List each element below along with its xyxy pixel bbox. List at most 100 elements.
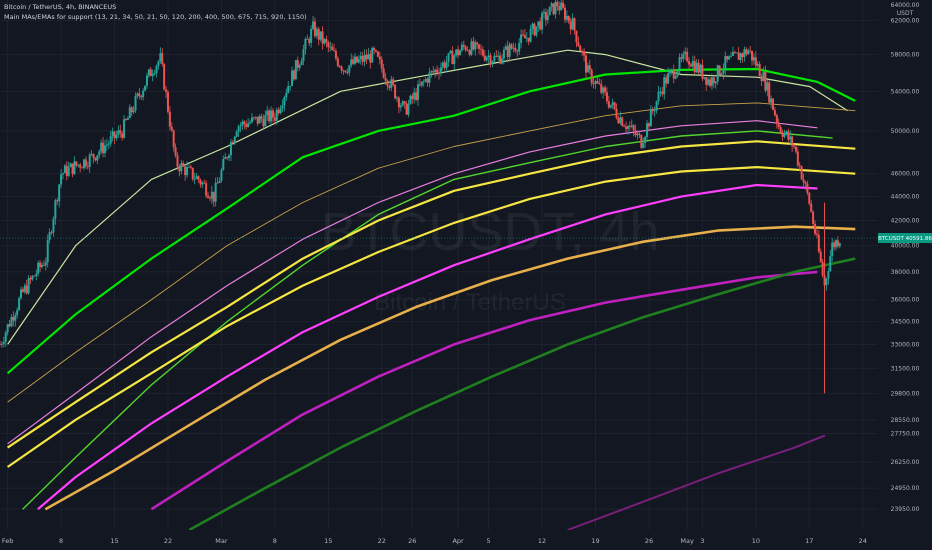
grid xyxy=(0,0,878,530)
candle-body xyxy=(630,125,633,127)
candle-body xyxy=(231,142,234,144)
candle-body xyxy=(140,95,143,98)
candle-body xyxy=(109,136,112,144)
candle-body xyxy=(334,51,337,59)
candle-body xyxy=(817,234,820,252)
candle-body xyxy=(354,56,357,64)
candle-body xyxy=(415,92,418,100)
candle-body xyxy=(327,42,330,48)
candle-body xyxy=(208,197,211,199)
candle-body xyxy=(487,55,490,58)
candle-body xyxy=(638,133,641,136)
time-axis[interactable]: Feb 8 15 22 Mar 8 15 22 26 Apr 5 12 19 26 May 3 10 17 24 xyxy=(0,530,932,550)
candle-body xyxy=(144,85,147,91)
candle-body xyxy=(317,28,320,40)
ma-line xyxy=(7,120,818,445)
candle-body xyxy=(81,167,84,169)
candle-body xyxy=(726,56,729,60)
candle-body xyxy=(48,232,51,241)
candle-body xyxy=(239,125,242,127)
price-tick-label: 58000.00 xyxy=(891,52,920,59)
indicator-title[interactable]: Main MAs/EMAs for support (13, 21, 34, 5… xyxy=(4,13,307,21)
candle-body xyxy=(815,233,818,235)
candle-body xyxy=(79,164,82,168)
symbol-title[interactable]: Bitcoin / TetherUS, 4h, BINANCEUS xyxy=(4,3,117,11)
candle-body xyxy=(281,105,284,109)
candle-body xyxy=(705,77,708,85)
time-tick-label: Feb xyxy=(2,537,14,545)
candle-body xyxy=(117,130,120,135)
candle-body xyxy=(210,191,213,199)
candle-body xyxy=(701,64,704,79)
candle-body xyxy=(216,182,219,184)
candle-body xyxy=(464,46,467,50)
price-tick-label: 34500.00 xyxy=(891,319,920,326)
candle-body xyxy=(294,60,297,80)
candle-body xyxy=(457,49,460,56)
candle-body xyxy=(542,11,545,13)
candle-body xyxy=(352,59,355,64)
candle-body xyxy=(277,109,280,113)
candle-body xyxy=(60,174,63,185)
candle-body xyxy=(61,173,64,175)
candle-body xyxy=(642,143,645,148)
candle-body xyxy=(730,56,733,57)
candle-body xyxy=(107,143,110,145)
price-tick-label: 38000.00 xyxy=(891,269,920,276)
candle-body xyxy=(838,243,841,247)
candle-body xyxy=(796,151,799,166)
candle-body xyxy=(609,104,612,108)
candle-body xyxy=(46,240,49,263)
candle-body xyxy=(476,42,479,45)
candle-body xyxy=(556,1,559,7)
candle-body xyxy=(512,47,515,49)
candle-body xyxy=(233,136,236,144)
candle-body xyxy=(113,131,116,139)
last-price-tag xyxy=(878,233,932,244)
candle-body xyxy=(142,90,145,98)
candle-body xyxy=(663,77,666,95)
candle-body xyxy=(552,3,555,15)
candle-body xyxy=(157,61,160,66)
candle-body xyxy=(699,64,702,73)
candle-body xyxy=(50,232,53,234)
candle-body xyxy=(758,63,761,77)
candle-body xyxy=(275,109,278,121)
candle-body xyxy=(300,60,303,65)
candle-body xyxy=(380,59,383,69)
candle-body xyxy=(470,41,473,55)
candle-body xyxy=(739,53,742,60)
candle-body xyxy=(405,103,408,115)
candle-body xyxy=(483,55,486,61)
candle-body xyxy=(342,70,345,72)
price-axis-header: USDT xyxy=(897,10,914,17)
candle-body xyxy=(103,145,106,154)
ma-line xyxy=(6,140,856,449)
candle-body xyxy=(773,109,776,116)
candle-body xyxy=(684,51,687,55)
candle-body xyxy=(762,71,765,82)
ma-line xyxy=(6,67,856,375)
candle-body xyxy=(716,65,719,82)
candle-body xyxy=(659,91,662,93)
candle-body xyxy=(310,28,313,43)
candle-body xyxy=(772,98,775,110)
candle-body xyxy=(697,62,700,73)
candle-body xyxy=(226,157,229,159)
candle-body xyxy=(16,309,19,316)
price-axis-bg xyxy=(878,0,932,550)
candle-body xyxy=(554,1,557,15)
candle-body xyxy=(508,44,511,57)
candle-body xyxy=(779,127,782,133)
candle-body xyxy=(539,21,542,30)
candle-body xyxy=(111,131,114,137)
price-tick-label: 42000.00 xyxy=(891,217,920,224)
candle-body xyxy=(25,285,28,294)
candle-body xyxy=(296,60,299,68)
candle-body xyxy=(313,21,316,37)
candle-body xyxy=(388,86,391,88)
candle-body xyxy=(625,126,628,129)
